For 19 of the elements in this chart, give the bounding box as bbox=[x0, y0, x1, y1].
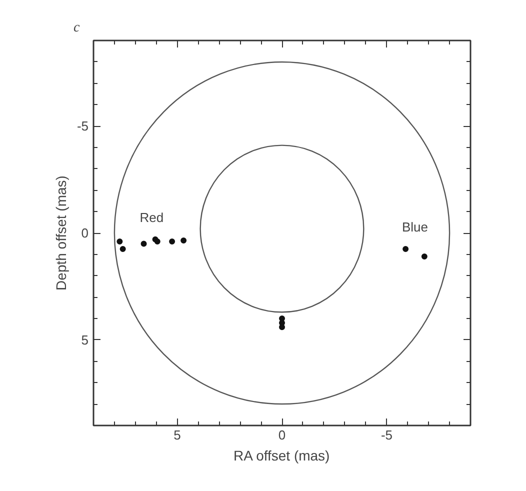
y-tick-label: 0 bbox=[81, 226, 89, 240]
x-tick-label: 5 bbox=[174, 428, 181, 442]
series-label: Blue bbox=[402, 220, 428, 235]
point bbox=[140, 240, 147, 247]
y-tick-label: 5 bbox=[81, 332, 89, 348]
x-axis-title: RA offset (mas) bbox=[234, 448, 330, 464]
y-axis-title: Depth offset (mas) bbox=[52, 176, 69, 290]
point bbox=[180, 237, 187, 244]
chart-title: c bbox=[74, 20, 80, 36]
point bbox=[402, 246, 409, 252]
x-tick-label: 0 bbox=[278, 428, 286, 442]
point bbox=[120, 246, 126, 252]
series-label: Red bbox=[140, 210, 164, 225]
point bbox=[421, 254, 428, 260]
y-tick-label: -5 bbox=[76, 118, 89, 134]
point bbox=[116, 238, 123, 245]
point bbox=[169, 238, 176, 245]
point bbox=[154, 238, 160, 245]
x-tick-label: -5 bbox=[380, 428, 393, 442]
